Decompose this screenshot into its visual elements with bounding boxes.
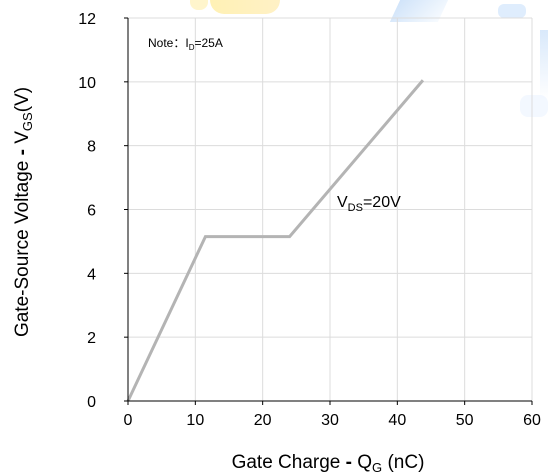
series-label-value: =20V — [363, 194, 401, 211]
x-tick-label: 0 — [124, 412, 133, 429]
y-tick-label: 8 — [87, 139, 96, 156]
series-label-subscript: DS — [348, 202, 363, 214]
x-tick-label: 40 — [388, 412, 406, 429]
series-label: VDS=20V — [337, 194, 401, 214]
x-tick-label: 10 — [186, 412, 204, 429]
series-line-vds-20v — [128, 80, 423, 401]
x-axis-label-subscript: G — [372, 460, 382, 475]
x-axis-label: Gate Charge - QG (nC) — [232, 452, 425, 475]
note-text: Note：ID=25A — [148, 36, 223, 52]
series-label-symbol: V — [337, 194, 348, 211]
axes — [124, 18, 532, 405]
y-axis-label-dash: - — [12, 144, 33, 156]
y-tick-label: 4 — [87, 266, 96, 283]
y-tick-label: 10 — [78, 75, 96, 92]
y-tick-label: 6 — [87, 203, 96, 220]
y-axis-label-subscript: GS — [20, 112, 35, 131]
series-group — [128, 80, 423, 401]
x-tick-label: 30 — [321, 412, 339, 429]
y-tick-label: 12 — [78, 11, 96, 28]
x-tick-label: 60 — [523, 412, 541, 429]
y-tick-label: 2 — [87, 330, 96, 347]
x-tick-label: 20 — [254, 412, 272, 429]
x-axis-label-main: Gate Charge — [232, 452, 346, 473]
x-axis-label-unit: (nC) — [382, 452, 424, 473]
note-value: =25A — [194, 36, 222, 50]
x-tick-labels: 0 10 20 30 40 50 60 — [124, 412, 541, 429]
y-axis-label: Gate-Source Voltage - VGS(V) — [12, 87, 35, 337]
y-axis-label-symbol: V — [12, 131, 33, 144]
grid-lines — [128, 18, 532, 401]
y-tick-labels: 0 2 4 6 8 10 12 — [78, 11, 96, 411]
x-tick-label: 50 — [456, 412, 474, 429]
y-axis-label-main: Gate-Source Voltage — [12, 155, 33, 337]
y-tick-label: 0 — [87, 394, 96, 411]
y-axis-label-unit: (V) — [12, 87, 33, 112]
x-axis-label-symbol: Q — [357, 452, 372, 473]
note-prefix: Note： — [148, 36, 185, 50]
x-axis-label-dash: - — [346, 452, 358, 473]
